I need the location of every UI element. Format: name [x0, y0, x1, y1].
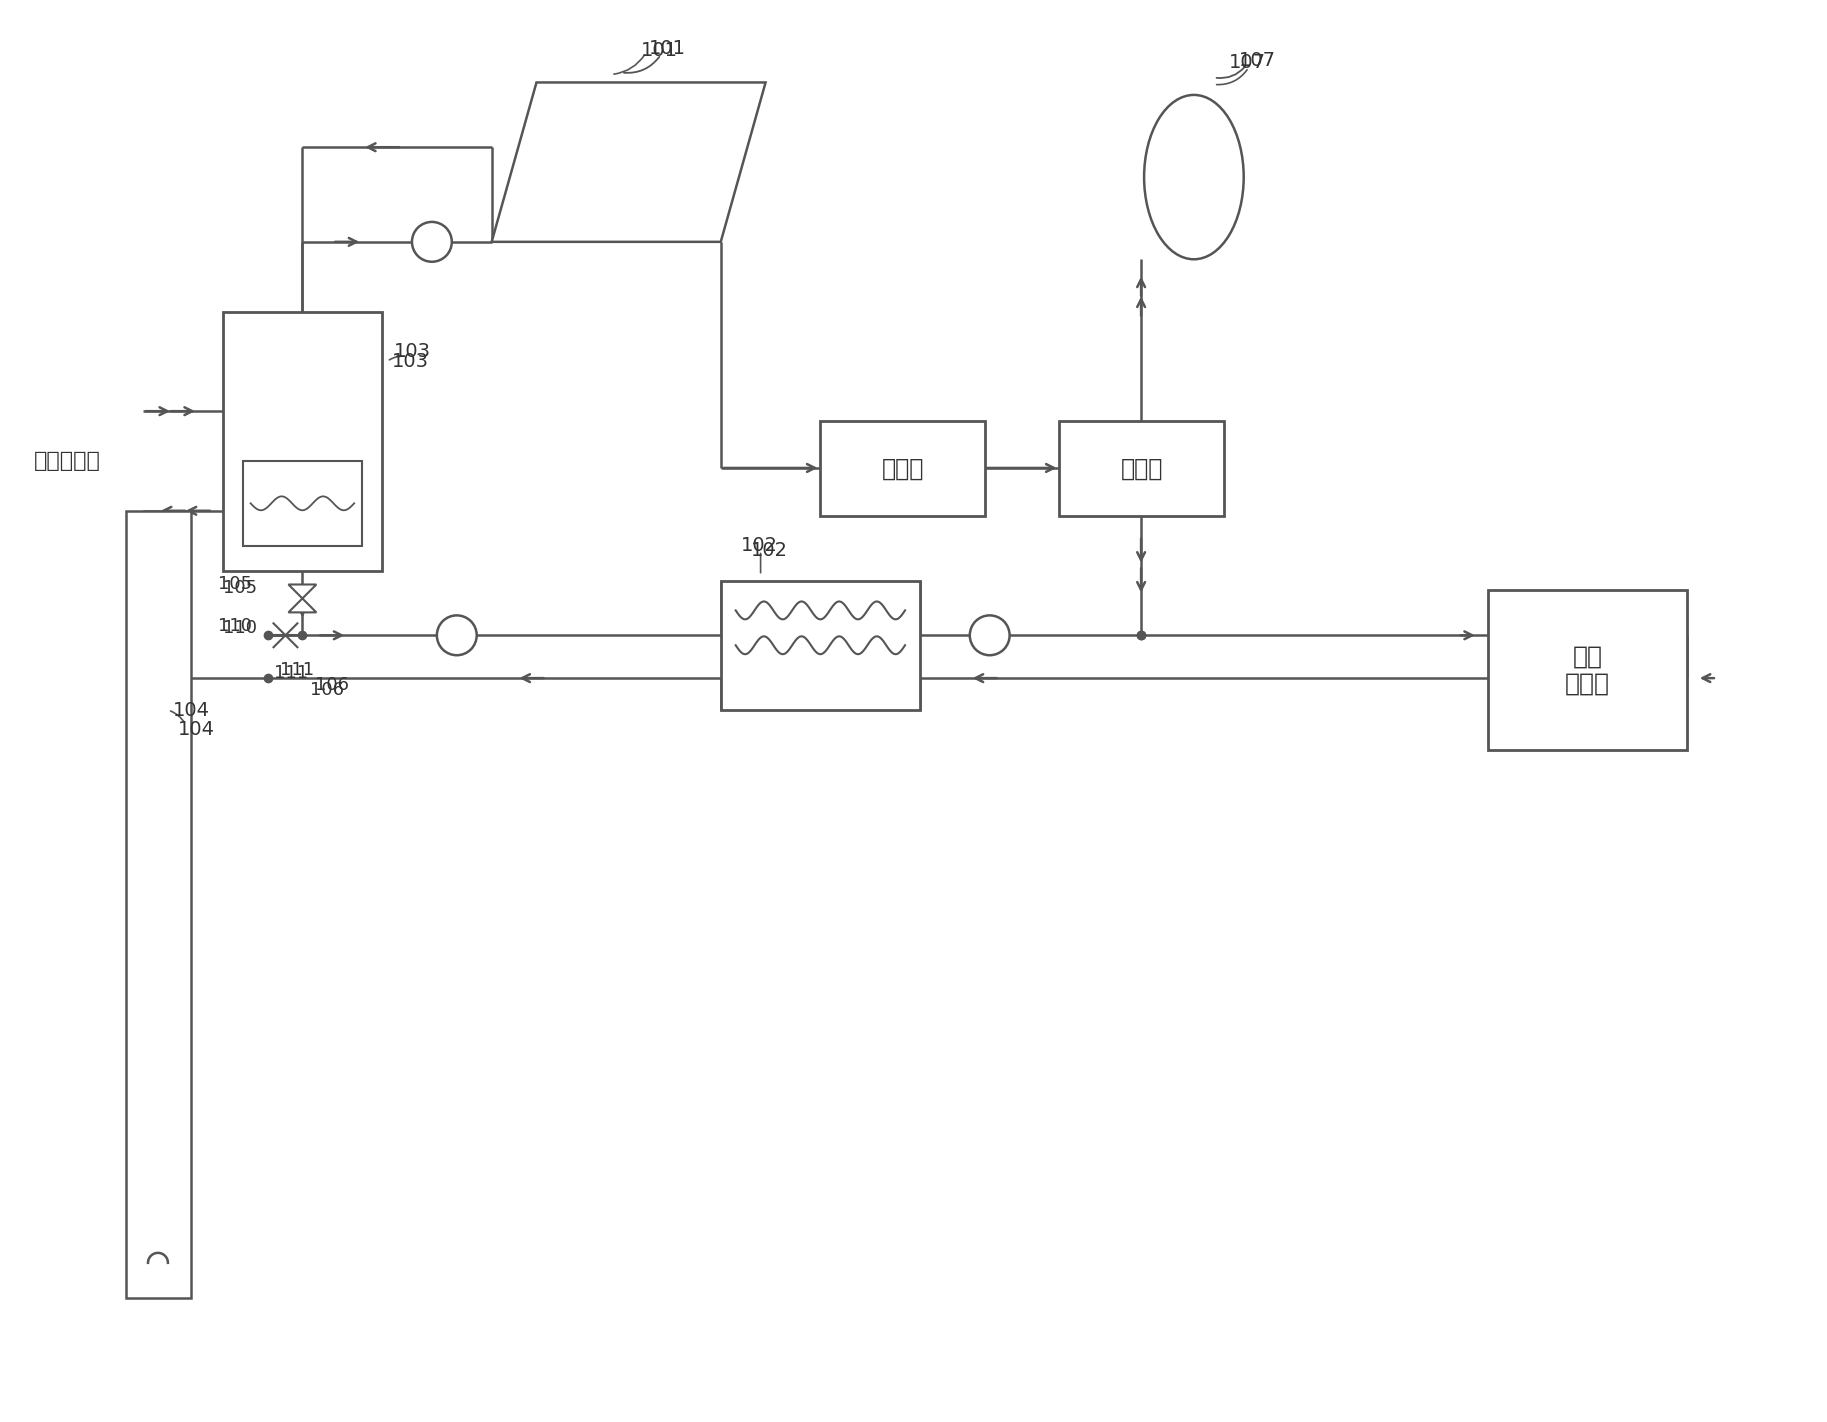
Bar [243, 461, 362, 546]
Text: 110: 110 [217, 617, 252, 636]
Bar [722, 580, 921, 710]
Ellipse shape [1144, 95, 1244, 259]
Polygon shape [491, 82, 766, 242]
Bar [820, 421, 985, 516]
Text: 111: 111 [274, 664, 307, 683]
Text: 控制器: 控制器 [881, 456, 924, 481]
Text: 107: 107 [1239, 51, 1275, 70]
Text: 104: 104 [174, 701, 210, 720]
Text: 101: 101 [649, 38, 685, 58]
Text: 110: 110 [223, 620, 258, 637]
Text: 106: 106 [311, 681, 343, 700]
Text: 采暖
用户侧: 采暖 用户侧 [1566, 644, 1610, 695]
Text: 102: 102 [740, 536, 778, 555]
Text: 105: 105 [223, 580, 258, 597]
Text: 供生活热水: 供生活热水 [33, 451, 100, 471]
Bar [1060, 421, 1224, 516]
Text: 逆变器: 逆变器 [1120, 456, 1162, 481]
Bar [126, 510, 190, 1298]
Text: 103: 103 [395, 341, 431, 361]
Text: 101: 101 [641, 41, 678, 60]
Bar [223, 311, 382, 570]
Text: 103: 103 [393, 351, 429, 371]
Circle shape [970, 616, 1010, 656]
Text: 102: 102 [751, 542, 787, 560]
Text: 106: 106 [316, 675, 349, 694]
Text: 104: 104 [177, 721, 216, 739]
Polygon shape [289, 599, 316, 613]
Text: 107: 107 [1230, 53, 1266, 73]
Circle shape [437, 616, 477, 656]
Circle shape [411, 222, 451, 262]
Polygon shape [289, 584, 316, 599]
Text: 111: 111 [281, 661, 314, 680]
Text: 105: 105 [217, 574, 252, 593]
Bar [1487, 590, 1686, 749]
